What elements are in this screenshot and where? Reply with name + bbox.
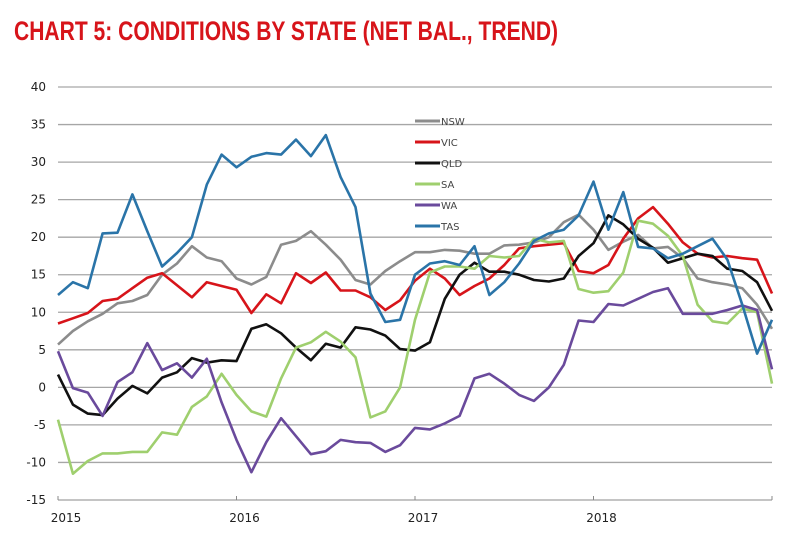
series-lines [56,133,774,476]
y-tick-label: 35 [31,118,46,132]
x-axis: 2015 2016 2017 2018 [51,496,773,525]
series-line-vic [57,205,774,325]
legend-label-qld: QLD [441,159,462,170]
legend-label-wa: WA [441,201,457,212]
legend-label-sa: SA [441,180,455,191]
series-line-wa [56,286,774,474]
series-line-tas [57,133,774,355]
chart-title: CHART 5: CONDITIONS BY STATE (NET BAL., … [14,16,559,46]
y-tick-label: 10 [31,305,46,319]
x-tick-label: 2016 [229,511,260,525]
y-tick-label: 20 [31,230,46,244]
x-tick-label: 2017 [408,511,439,525]
y-tick-label: 0 [38,380,46,394]
y-axis-ticks: 40 35 30 25 20 15 10 5 0 -5 -10 -15 [26,80,46,507]
y-tick-label: -5 [34,418,46,432]
x-tick-label: 2018 [586,511,617,525]
y-tick-label: 25 [31,193,46,207]
legend-label-tas: TAS [440,222,460,233]
legend-label-nsw: NSW [441,117,465,128]
y-tick-label: 15 [31,268,46,282]
legend-label-vic: VIC [441,138,458,149]
y-tick-label: -10 [26,455,46,469]
gridlines [58,86,772,501]
y-tick-label: -15 [26,493,46,507]
y-tick-label: 30 [31,155,46,169]
x-tick-label: 2015 [51,511,82,525]
series-line-qld [56,214,774,417]
y-tick-label: 5 [38,343,46,357]
series-line-sa [56,219,774,476]
legend: NSW VIC QLD SA WA TAS [415,117,465,233]
y-tick-label: 40 [31,80,46,94]
